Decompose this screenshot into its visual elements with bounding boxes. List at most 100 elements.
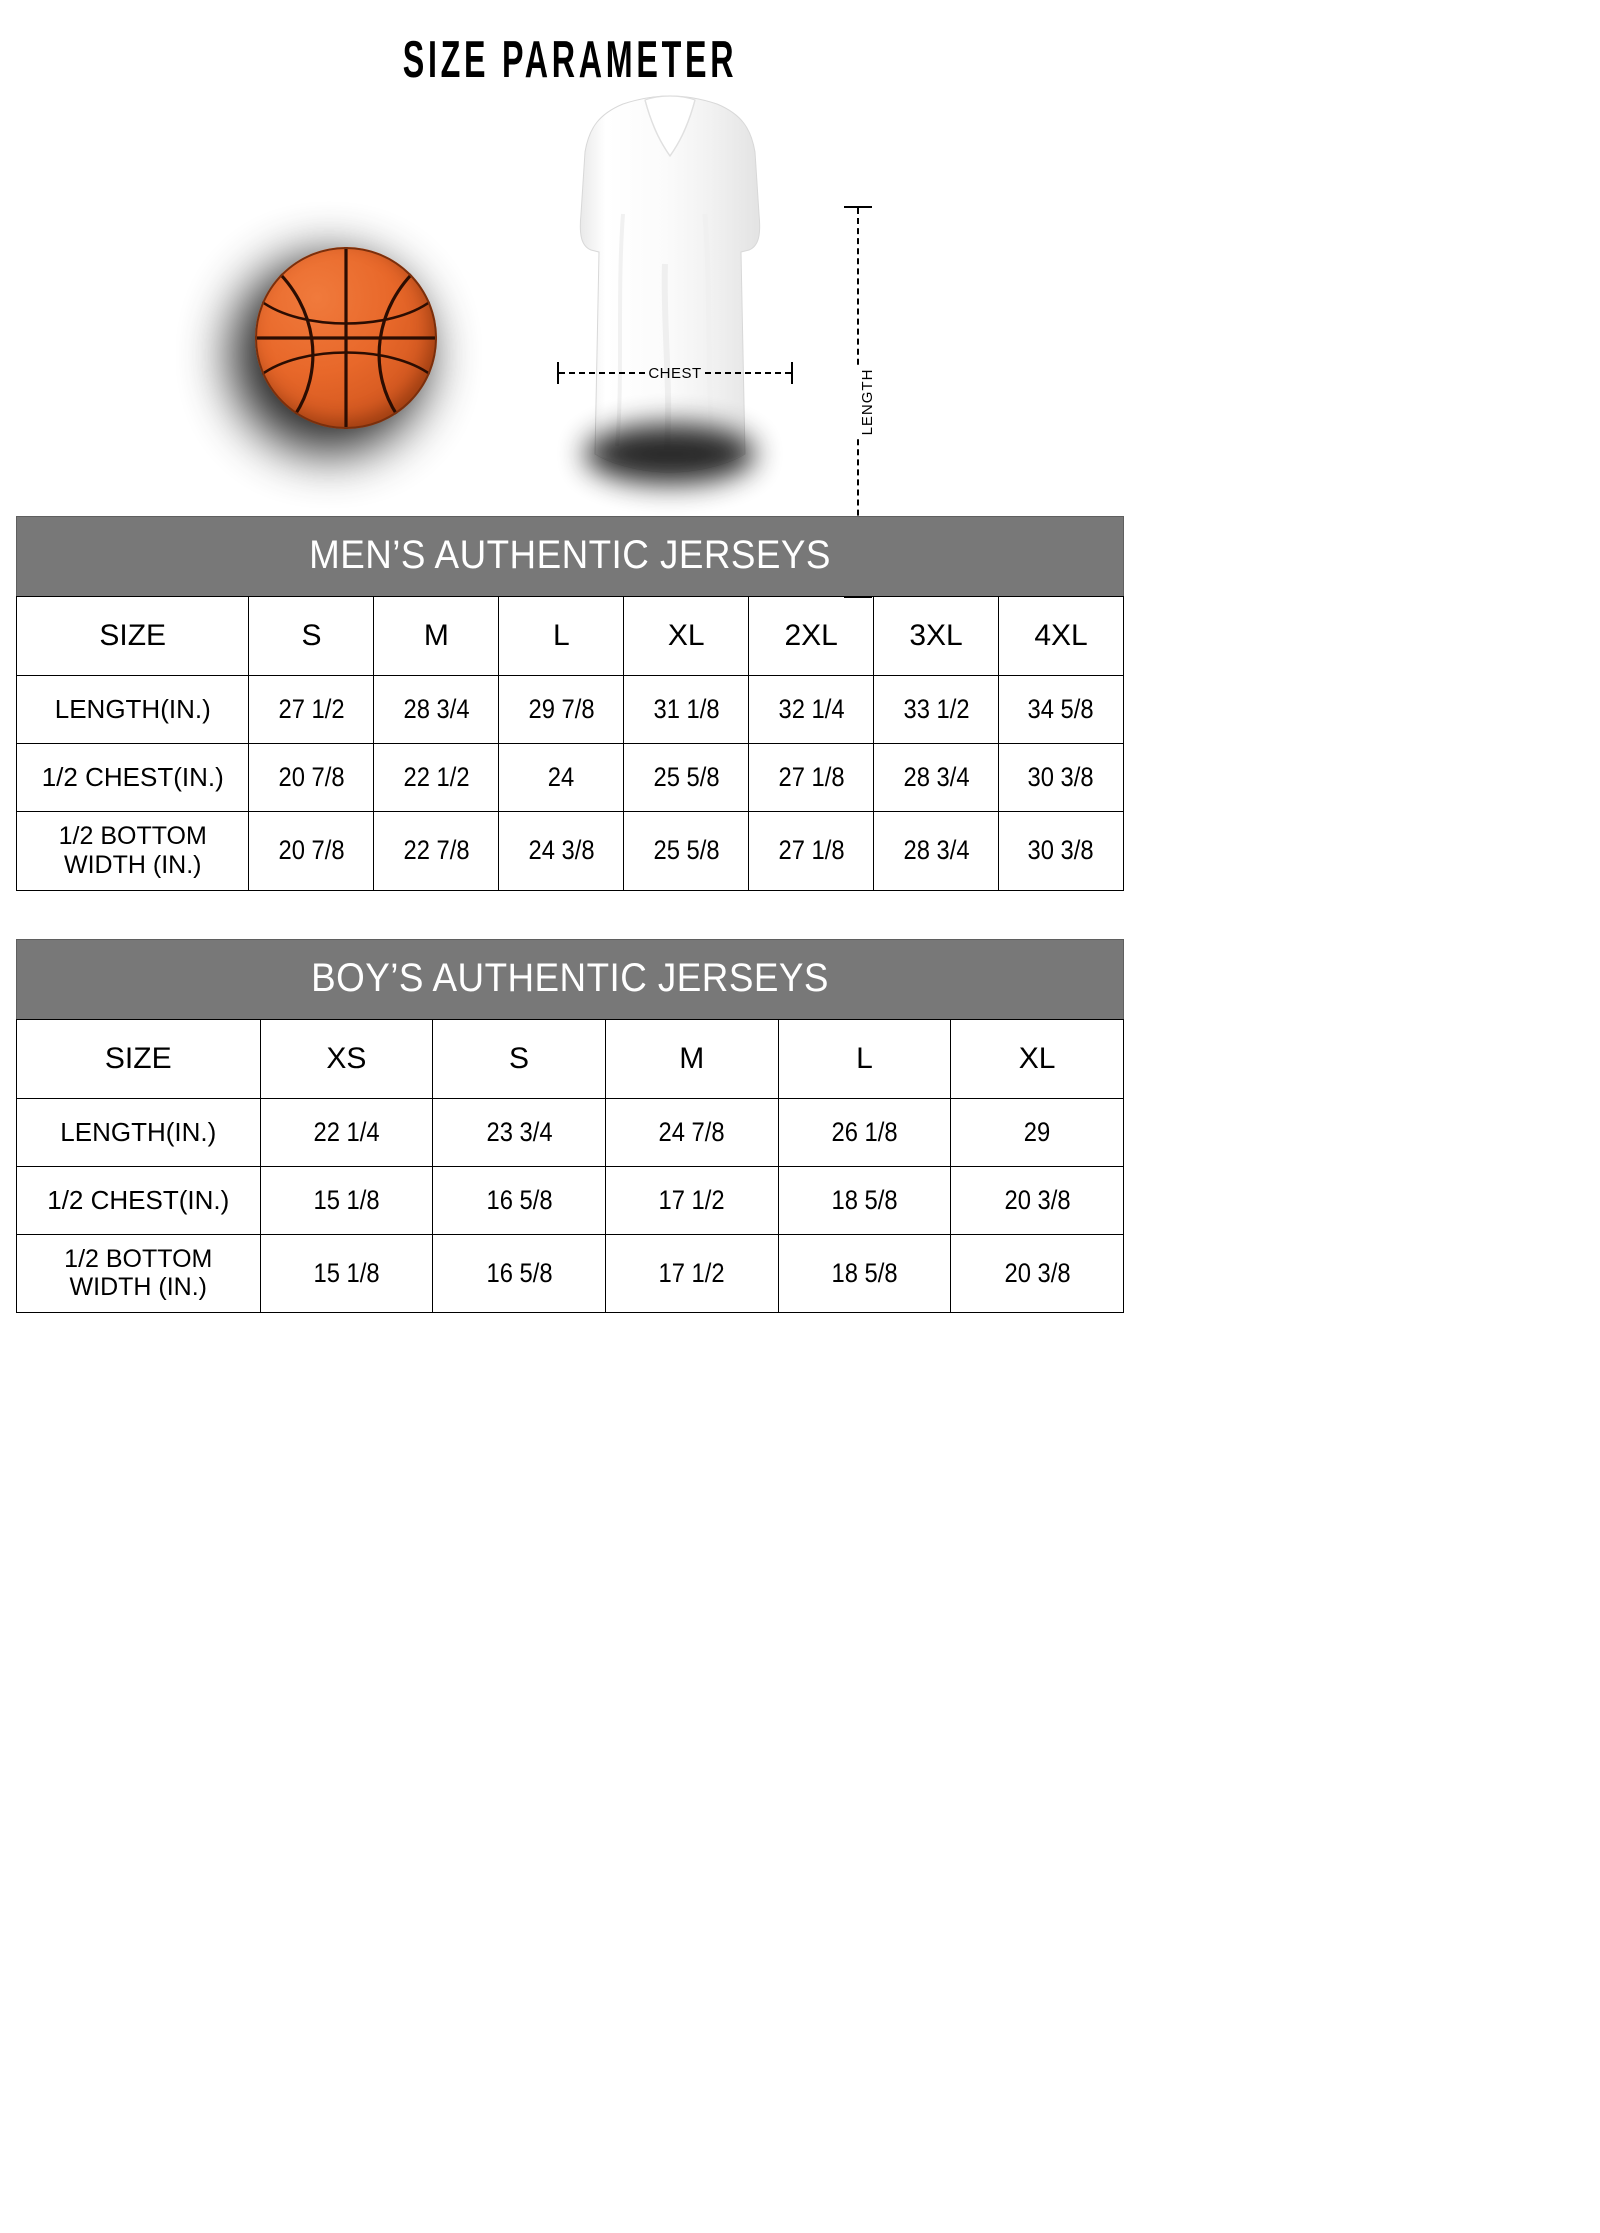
size-table-boys: BOY’S AUTHENTIC JERSEYS SIZE XS S M L XL LENGTH… [16,938,1124,1314]
header-cell-l: L [777,1018,952,1099]
measurement-cell: 31 1/8 [623,675,750,744]
row-label: 1/2 BOTTOM WIDTH (IN.) [16,1233,261,1313]
measurement-value: 17 1/2 [658,1257,725,1288]
measurement-value: 25 5/8 [653,762,720,792]
measurement-cell: 27 1/8 [748,743,875,812]
measurement-value: 33 1/2 [903,694,970,724]
measurement-cell: 18 5/8 [777,1165,952,1235]
header-cell-xl: XL [950,1018,1124,1099]
measurement-cell: 24 [498,743,625,812]
measurement-value: 20 7/8 [278,762,345,792]
measurement-cell: 29 [950,1097,1124,1167]
measurement-value: 30 3/8 [1027,835,1095,866]
measurement-cell: 28 3/4 [373,675,500,744]
row-label-line-2: WIDTH (IN.) [64,850,202,879]
measurement-cell: 24 3/8 [498,811,625,891]
measurement-cell: 20 3/8 [950,1233,1124,1313]
table-row: 1/2 CHEST(IN.) 15 1/8 16 5/8 17 1/2 18 5/8 20… [16,1165,1124,1235]
measurement-cell: 25 5/8 [623,811,750,891]
measurement-value: 18 5/8 [831,1257,898,1288]
measurement-cell: 20 3/8 [950,1165,1124,1235]
measurement-cell: 16 5/8 [432,1165,606,1235]
table-row: LENGTH(IN.) 27 1/2 28 3/4 29 7/8 31 1/8 32 1/… [15,675,1124,744]
measurement-cell: 22 7/8 [373,811,500,891]
measurement-cell: 34 5/8 [998,675,1124,744]
measurement-cell: 17 1/2 [604,1165,779,1235]
measurement-cell: 15 1/8 [259,1165,434,1235]
measurement-cell: 18 5/8 [777,1233,952,1313]
header-cell-xs: XS [259,1018,434,1099]
measurement-value: 22 1/2 [403,762,470,792]
measurement-value: 28 3/4 [903,835,970,866]
measurement-value: 31 1/8 [653,694,720,724]
chest-cap-right [791,362,793,384]
chest-dimension-line: CHEST [557,362,793,384]
measurement-value: 26 1/8 [831,1116,898,1147]
header-cell-3xl: 3XL [873,596,1000,676]
basketball-icon [225,241,445,461]
measurement-value: 20 3/8 [1004,1184,1071,1215]
chest-label: CHEST [648,364,702,382]
measurement-cell: 20 7/8 [248,811,375,891]
row-label: LENGTH(IN.) [15,675,250,744]
measurement-cell: 23 3/4 [432,1097,606,1167]
header-cell-2xl: 2XL [748,596,875,676]
measurement-cell: 17 1/2 [604,1233,779,1313]
measurement-value: 32 1/4 [778,694,845,724]
table-row: 1/2 CHEST(IN.) 20 7/8 22 1/2 24 25 5/8 27 1/8… [15,743,1124,812]
table-band-title: BOY’S AUTHENTIC JERSEYS [61,939,1079,1019]
row-label-line-1: 1/2 BOTTOM [58,822,207,850]
measurement-value: 29 7/8 [528,694,595,724]
measurement-value: 27 1/8 [778,835,845,866]
table-row: 1/2 BOTTOM WIDTH (IN.) 15 1/8 16 5/8 17 1/2 1… [16,1233,1124,1313]
size-chart-page: SIZE PARAMETER [15,31,1124,1314]
row-label: 1/2 CHEST(IN.) [16,1165,261,1235]
measurement-cell: 25 5/8 [623,743,750,812]
measurement-value: 28 3/4 [403,694,470,724]
header-cell-size: SIZE [16,1018,261,1099]
measurement-value: 28 3/4 [903,762,970,792]
chest-dash-left [559,372,646,374]
row-label: 1/2 CHEST(IN.) [15,743,250,812]
measurement-cell: 22 1/2 [373,743,500,812]
table-header-row: SIZE S M L XL 2XL 3XL 4XL [15,596,1124,676]
measurements-table: SIZE XS S M L XL LENGTH(IN.) 22 1/4 23 3/4 24 7/8… [16,1018,1124,1314]
measurement-value: 24 [548,762,575,792]
header-cell-s: S [432,1018,606,1099]
header-cell-size: SIZE [15,596,250,676]
size-table-mens: MEN’S AUTHENTIC JERSEYS SIZE S M L XL 2XL 3XL 4X… [15,516,1124,891]
measurement-cell: 16 5/8 [432,1233,606,1313]
measurement-value: 23 3/4 [486,1116,553,1147]
length-cap-top [844,206,872,208]
measurement-value: 22 7/8 [403,835,470,866]
measurement-cell: 28 3/4 [873,811,1000,891]
measurement-value: 16 5/8 [486,1257,553,1288]
measurement-value: 30 3/8 [1027,762,1095,792]
measurement-cell: 30 3/8 [998,811,1124,891]
table-row: LENGTH(IN.) 22 1/4 23 3/4 24 7/8 26 1/8 29 [16,1097,1124,1167]
table-band-boys: BOY’S AUTHENTIC JERSEYS [16,938,1124,1019]
header-cell-4xl: 4XL [998,596,1124,676]
measurement-cell: 20 7/8 [248,743,375,812]
jersey-illustration: CHEST [545,94,795,494]
table-row: 1/2 BOTTOM WIDTH (IN.) 20 7/8 22 7/8 24 3/8 2… [15,811,1124,891]
measurement-value: 16 5/8 [486,1184,553,1215]
measurement-value: 22 1/4 [313,1116,380,1147]
measurement-cell: 30 3/8 [998,743,1124,812]
measurement-value: 29 [1023,1116,1051,1147]
page-title: SIZE PARAMETER [402,31,738,89]
measurement-value: 24 7/8 [658,1116,725,1147]
measurement-value: 18 5/8 [831,1184,898,1215]
measurement-cell: 27 1/8 [748,811,875,891]
length-label: LENGTH [853,366,881,438]
row-label-line-2: WIDTH (IN.) [69,1273,207,1302]
row-label: 1/2 BOTTOM WIDTH (IN.) [15,811,250,891]
header-cell-l: L [498,596,625,676]
jersey-shadow [585,424,755,484]
header-cell-m: M [604,1018,779,1099]
measurement-value: 15 1/8 [313,1257,380,1288]
chest-cap-left [557,362,559,384]
measurement-value: 24 3/8 [528,835,595,866]
jersey-graphic [545,94,795,484]
table-band-mens: MEN’S AUTHENTIC JERSEYS [16,516,1124,596]
